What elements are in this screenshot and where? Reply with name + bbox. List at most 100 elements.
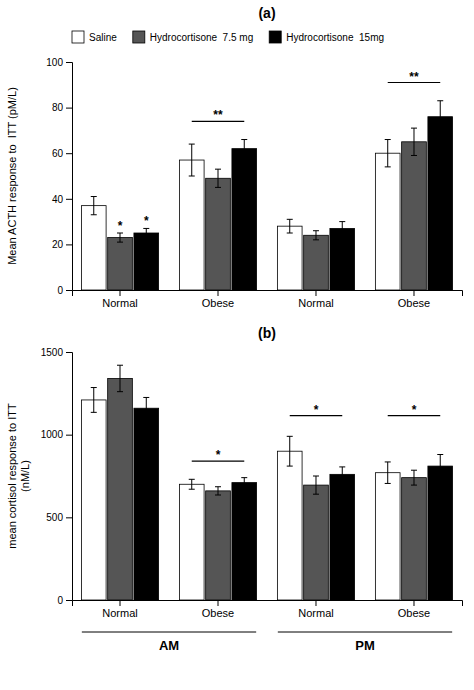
x-axis-line <box>73 601 463 607</box>
error-bar <box>215 487 221 495</box>
x-tick: Obese <box>202 600 234 619</box>
y-axis-line <box>66 63 73 291</box>
x-tick: Normal <box>102 600 137 619</box>
bar <box>134 233 159 290</box>
series <box>108 365 427 600</box>
y-tick-mark <box>66 199 72 200</box>
error-bar <box>411 470 417 485</box>
bar <box>277 226 302 290</box>
error-bar <box>339 222 345 236</box>
y-tick-label: 100 <box>46 57 63 68</box>
error-bar <box>437 101 443 133</box>
series <box>81 140 400 290</box>
y-axis-title: mean cortisol response to ITT(nM/L) <box>6 403 31 549</box>
error-bar <box>143 397 149 418</box>
x-tick-label: Normal <box>102 297 137 309</box>
category-groups: AMPM <box>82 632 452 653</box>
x-tick-mark <box>218 600 219 606</box>
y-tick-mark <box>66 290 72 291</box>
figure: 020406080100NormalObeseNormalObese******… <box>0 0 474 690</box>
bar <box>304 485 329 600</box>
y-tick-mark <box>66 108 72 109</box>
legend-item: Hydrocortisone 7.5 mg <box>133 31 253 43</box>
y-tick: 80 <box>52 102 72 113</box>
error-bar <box>437 455 443 478</box>
y-tick-mark <box>66 517 72 518</box>
y-tick-mark <box>66 244 72 245</box>
y-axis: 020406080100 <box>46 57 72 296</box>
error-bar <box>241 140 247 158</box>
annotations: * * * <box>192 403 440 462</box>
error-bar <box>143 228 149 237</box>
bar <box>330 228 355 290</box>
bar <box>428 117 453 290</box>
bar <box>206 491 231 600</box>
title: (a) <box>258 5 275 21</box>
x-tick-mark <box>120 290 121 296</box>
y-axis: 0 500 1000 1500 <box>41 347 73 606</box>
error-bar <box>91 197 97 215</box>
category-group-line <box>82 632 256 633</box>
y-tick-mark <box>66 153 72 154</box>
x-tick-label: Normal <box>102 607 137 619</box>
error-bar <box>313 476 319 494</box>
bar <box>232 483 257 600</box>
y-tick-mark <box>66 62 72 63</box>
y-tick: 0 <box>57 285 72 296</box>
y-tick-label: 1000 <box>41 429 64 440</box>
x-tick: Obese <box>398 600 430 619</box>
legend: Saline Hydrocortisone 7.5 mg Hydrocortison… <box>72 31 384 43</box>
bar <box>277 451 302 600</box>
category-group-label: PM <box>355 638 375 653</box>
significance-label: * <box>412 403 417 417</box>
significance-label: ** <box>213 108 223 122</box>
plot-area <box>81 365 452 600</box>
significance-label: * <box>314 403 319 417</box>
error-bar <box>241 478 247 488</box>
significance-label: * <box>216 448 221 462</box>
bar <box>232 149 257 290</box>
x-tick-label: Obese <box>398 607 430 619</box>
x-tick: Obese <box>202 290 234 309</box>
y-tick: 0 <box>57 595 72 606</box>
y-tick-mark <box>66 600 72 601</box>
error-bar <box>215 169 221 187</box>
x-tick-mark <box>413 290 414 296</box>
category-group-line <box>278 632 452 633</box>
error-bar <box>313 231 319 240</box>
x-tick-label: Normal <box>298 607 333 619</box>
bar <box>179 484 204 600</box>
x-tick-mark <box>315 600 316 606</box>
bar <box>108 238 133 290</box>
bar <box>206 178 231 290</box>
y-tick-mark <box>66 435 72 436</box>
error-bar <box>189 479 195 489</box>
bar <box>402 478 427 600</box>
x-tick-label: Obese <box>202 607 234 619</box>
error-bar <box>411 128 417 155</box>
legend-swatch <box>72 31 84 43</box>
x-axis: Normal Obese Normal Obese <box>73 290 463 309</box>
panel: 020406080100NormalObeseNormalObese****** <box>46 57 462 309</box>
title: (b) <box>258 325 276 341</box>
error-bar <box>385 462 391 483</box>
y-tick-label: 500 <box>46 512 63 523</box>
legend-label: Hydrocortisone 15mg <box>286 32 384 43</box>
x-tick: Obese <box>398 290 430 309</box>
x-tick-label: Obese <box>202 297 234 309</box>
y-tick: 40 <box>52 194 72 205</box>
legend-item: Saline <box>72 31 117 43</box>
x-tick-label: Normal <box>298 297 333 309</box>
x-axis: Normal Obese Normal Obese <box>73 600 463 619</box>
series <box>108 128 427 290</box>
error-bar <box>339 467 345 482</box>
y-tick-label: 40 <box>52 194 64 205</box>
y-tick-label: 0 <box>57 595 63 606</box>
legend-item: Hydrocortisone 15mg <box>269 31 384 43</box>
error-bar <box>287 219 293 233</box>
bar <box>81 400 106 600</box>
x-tick: Normal <box>102 290 137 309</box>
legend-label: Hydrocortisone 7.5 mg <box>150 32 253 43</box>
significance-label: * <box>144 214 149 228</box>
y-tick-label: 1500 <box>41 347 64 358</box>
